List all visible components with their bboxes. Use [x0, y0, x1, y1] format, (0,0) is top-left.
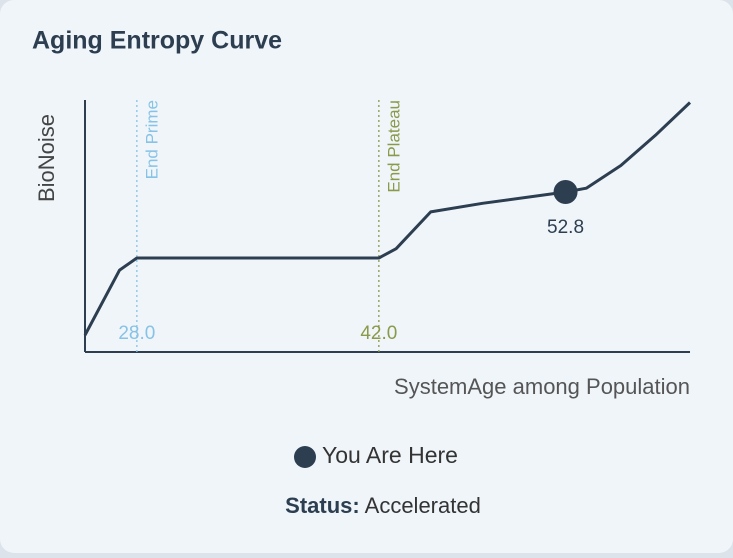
status-value: Accelerated [365, 493, 481, 518]
x-axis-label: SystemAge among Population [394, 374, 690, 399]
marker-value: 42.0 [360, 323, 397, 344]
you-are-here-point [553, 179, 578, 204]
status: Status: Accelerated [285, 493, 481, 518]
point-label: 52.8 [547, 217, 584, 238]
curve [83, 101, 692, 336]
legend-swatch [294, 446, 316, 468]
marker-value: 28.0 [118, 323, 155, 344]
legend-label: You Are Here [322, 442, 458, 468]
y-axis-label: BioNoise [34, 114, 59, 202]
marker-text: End Plateau [384, 100, 403, 193]
marker-text: End Prime [142, 100, 161, 179]
chart-title: Aging Entropy Curve [32, 27, 282, 55]
status-label: Status: [285, 493, 360, 518]
